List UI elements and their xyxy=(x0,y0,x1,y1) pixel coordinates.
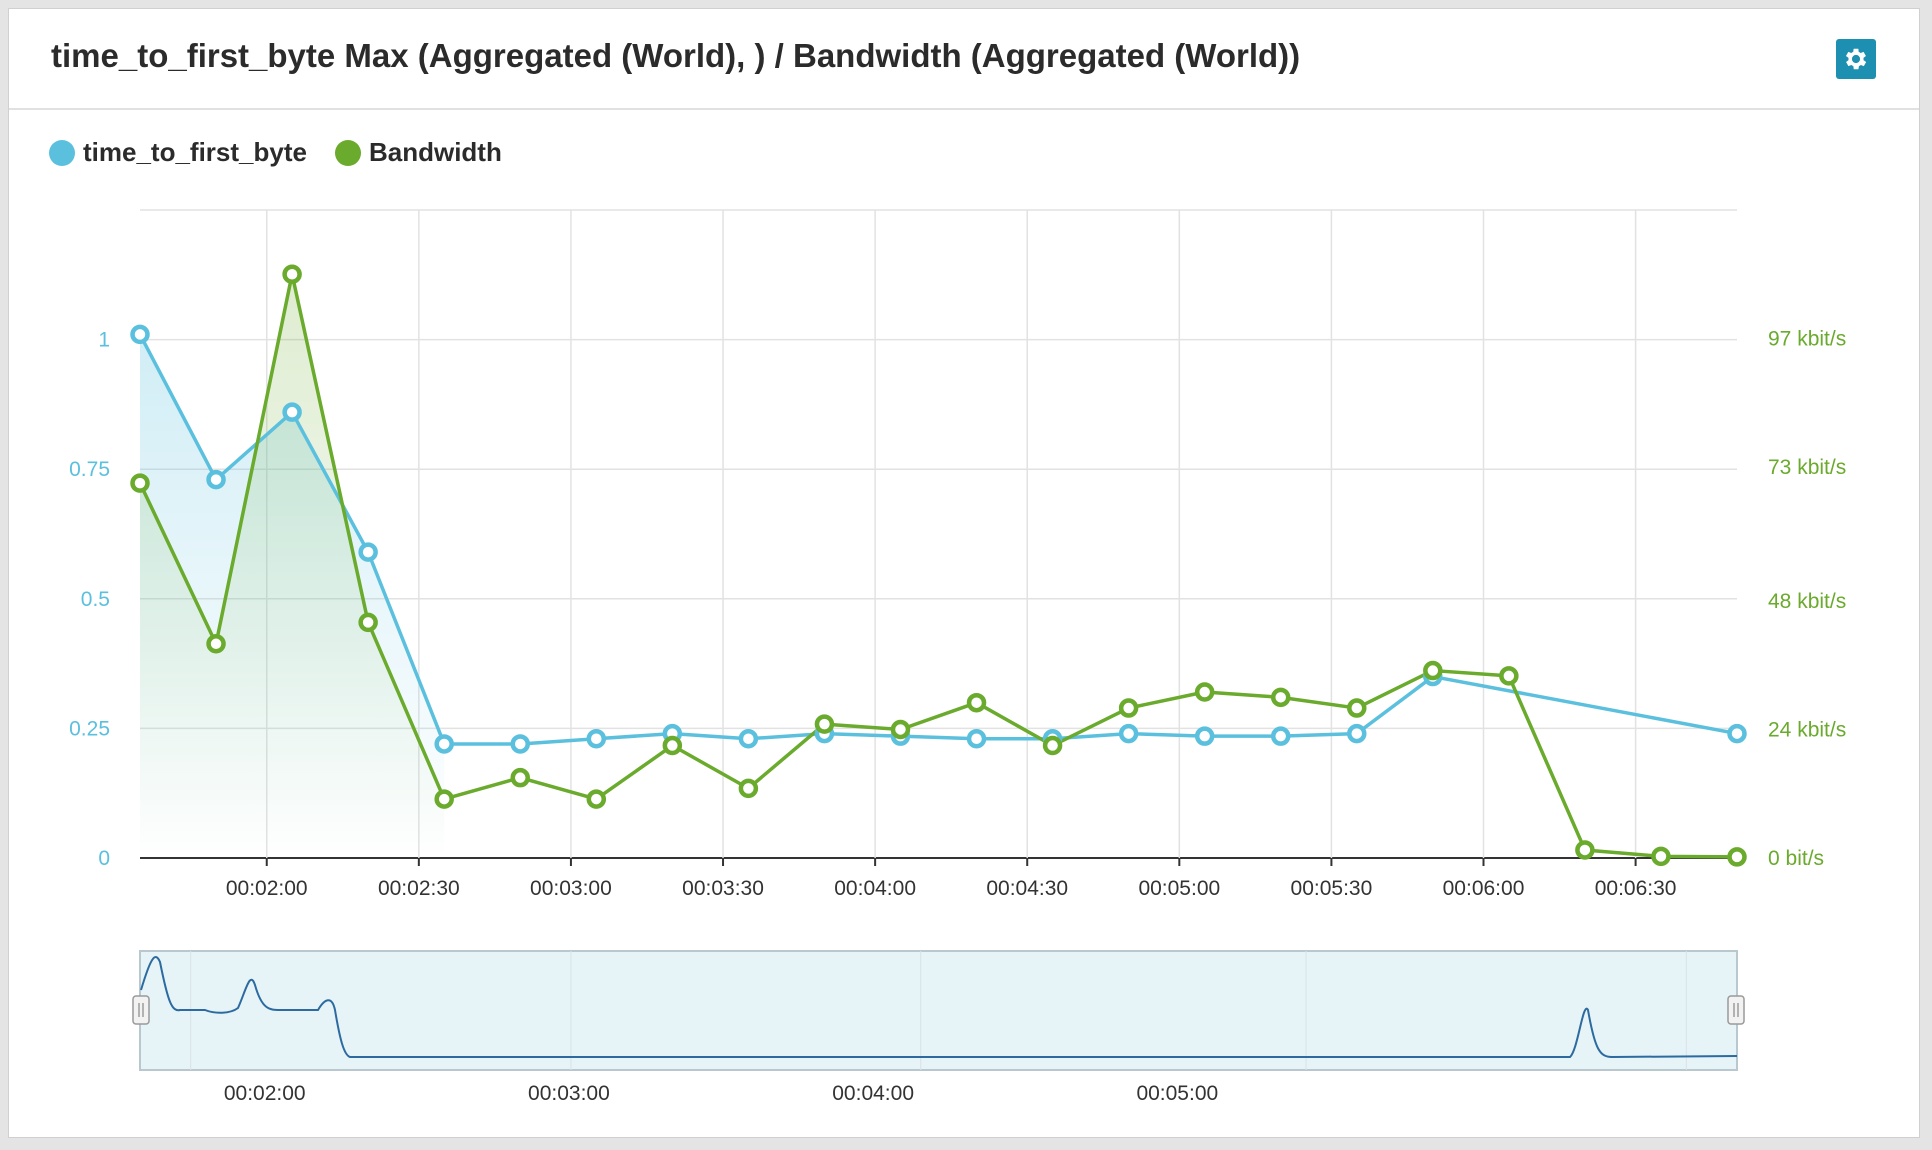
legend-label-bandwidth: Bandwidth xyxy=(368,137,502,167)
x-tick-label: 00:06:00 xyxy=(1443,877,1525,900)
point-bandwidth xyxy=(130,473,150,493)
point-ttfb xyxy=(586,729,607,749)
point-bandwidth xyxy=(1347,698,1367,718)
point-bandwidth xyxy=(1194,682,1215,702)
y-right-tick-label: 73 kbit/s xyxy=(1768,456,1846,479)
line-bandwidth xyxy=(138,272,1738,859)
point-bandwidth xyxy=(358,612,378,633)
settings-button[interactable] xyxy=(1836,39,1876,79)
point-bandwidth xyxy=(510,767,530,788)
point-ttfb xyxy=(738,729,759,749)
y-left-tick-label: 0.5 xyxy=(81,588,110,611)
point-bandwidth xyxy=(1651,846,1671,867)
x-tick-label: 00:03:30 xyxy=(682,877,764,900)
x-tick-label: 00:04:30 xyxy=(986,877,1068,900)
y-right-tick-label: 0 bit/s xyxy=(1768,847,1824,870)
axis-labels: 00:02:00 00:02:30 00:03:00 00:03:30 00:04:00… xyxy=(69,328,1846,1105)
legend-item-ttfb[interactable]: time_to_first_byte xyxy=(49,137,307,168)
page-title: time_to_first_byte Max (Aggregated (Worl… xyxy=(51,37,1301,74)
point-ttfb xyxy=(358,542,378,562)
x-tick-label: 00:05:30 xyxy=(1291,877,1373,900)
y-left-tick-label: 0.75 xyxy=(69,458,110,481)
legend-label-ttfb: time_to_first_byte xyxy=(83,137,307,167)
legend-dot-bandwidth xyxy=(334,139,361,166)
navigator-handle-right[interactable] xyxy=(1727,995,1745,1025)
x-tick-label: 00:02:30 xyxy=(378,877,460,900)
point-bandwidth xyxy=(1499,666,1519,686)
navigator-range xyxy=(139,950,1738,1071)
y-left-tick-label: 0 xyxy=(98,847,110,870)
point-bandwidth xyxy=(1270,687,1291,708)
point-ttfb xyxy=(1347,723,1367,744)
point-ttfb xyxy=(282,402,302,422)
point-ttfb xyxy=(206,469,226,490)
x-tick-label: 00:02:00 xyxy=(226,877,308,900)
point-ttfb xyxy=(966,729,987,749)
y-right-tick-label: 97 kbit/s xyxy=(1768,328,1846,351)
legend-item-bandwidth[interactable]: Bandwidth xyxy=(334,137,502,168)
gear-icon xyxy=(1845,48,1867,70)
point-bandwidth xyxy=(890,719,911,740)
y-right-tick-label: 24 kbit/s xyxy=(1768,718,1846,741)
x-tick-label: 00:05:00 xyxy=(1138,877,1220,900)
area-layer xyxy=(140,274,445,858)
point-bandwidth xyxy=(662,735,683,756)
point-ttfb xyxy=(1118,723,1139,744)
navigator[interactable] xyxy=(132,950,1745,1071)
point-ttfb xyxy=(1194,726,1215,746)
point-bandwidth xyxy=(1575,840,1595,860)
panel-header: time_to_first_byte Max (Aggregated (Worl… xyxy=(9,9,1919,110)
x-tick-label: 00:06:30 xyxy=(1595,877,1677,900)
y-left-tick-label: 1 xyxy=(98,329,110,352)
point-bandwidth xyxy=(738,778,759,799)
point-bandwidth xyxy=(814,714,835,734)
point-bandwidth xyxy=(1727,847,1747,867)
point-ttfb xyxy=(434,734,454,754)
x-tick-label: 00:04:00 xyxy=(834,877,916,900)
point-layer xyxy=(130,264,1747,867)
point-bandwidth xyxy=(966,692,987,713)
point-bandwidth xyxy=(1423,660,1443,681)
point-bandwidth xyxy=(1042,735,1063,756)
y-right-tick-label: 48 kbit/s xyxy=(1768,590,1846,613)
navigator-line xyxy=(140,956,1738,1059)
area-bandwidth xyxy=(140,274,445,858)
chart-legend: time_to_first_byte Bandwidth xyxy=(49,137,502,168)
point-bandwidth xyxy=(434,789,454,809)
point-ttfb xyxy=(1727,723,1747,744)
navigator-tick-label: 00:03:00 xyxy=(528,1082,610,1105)
legend-dot-ttfb xyxy=(49,139,75,166)
point-bandwidth xyxy=(586,789,607,809)
x-tick-label: 00:03:00 xyxy=(530,877,612,900)
navigator-tick-label: 00:04:00 xyxy=(832,1082,914,1105)
point-ttfb xyxy=(1270,726,1291,746)
navigator-tick-label: 00:02:00 xyxy=(224,1082,306,1105)
point-bandwidth xyxy=(206,634,226,654)
point-bandwidth xyxy=(282,264,302,285)
point-bandwidth xyxy=(1118,698,1139,718)
y-left-tick-label: 0.25 xyxy=(69,717,110,740)
navigator-handle-left[interactable] xyxy=(132,995,150,1025)
point-ttfb xyxy=(130,324,150,345)
navigator-tick-label: 00:05:00 xyxy=(1136,1082,1218,1105)
point-ttfb xyxy=(510,734,530,754)
